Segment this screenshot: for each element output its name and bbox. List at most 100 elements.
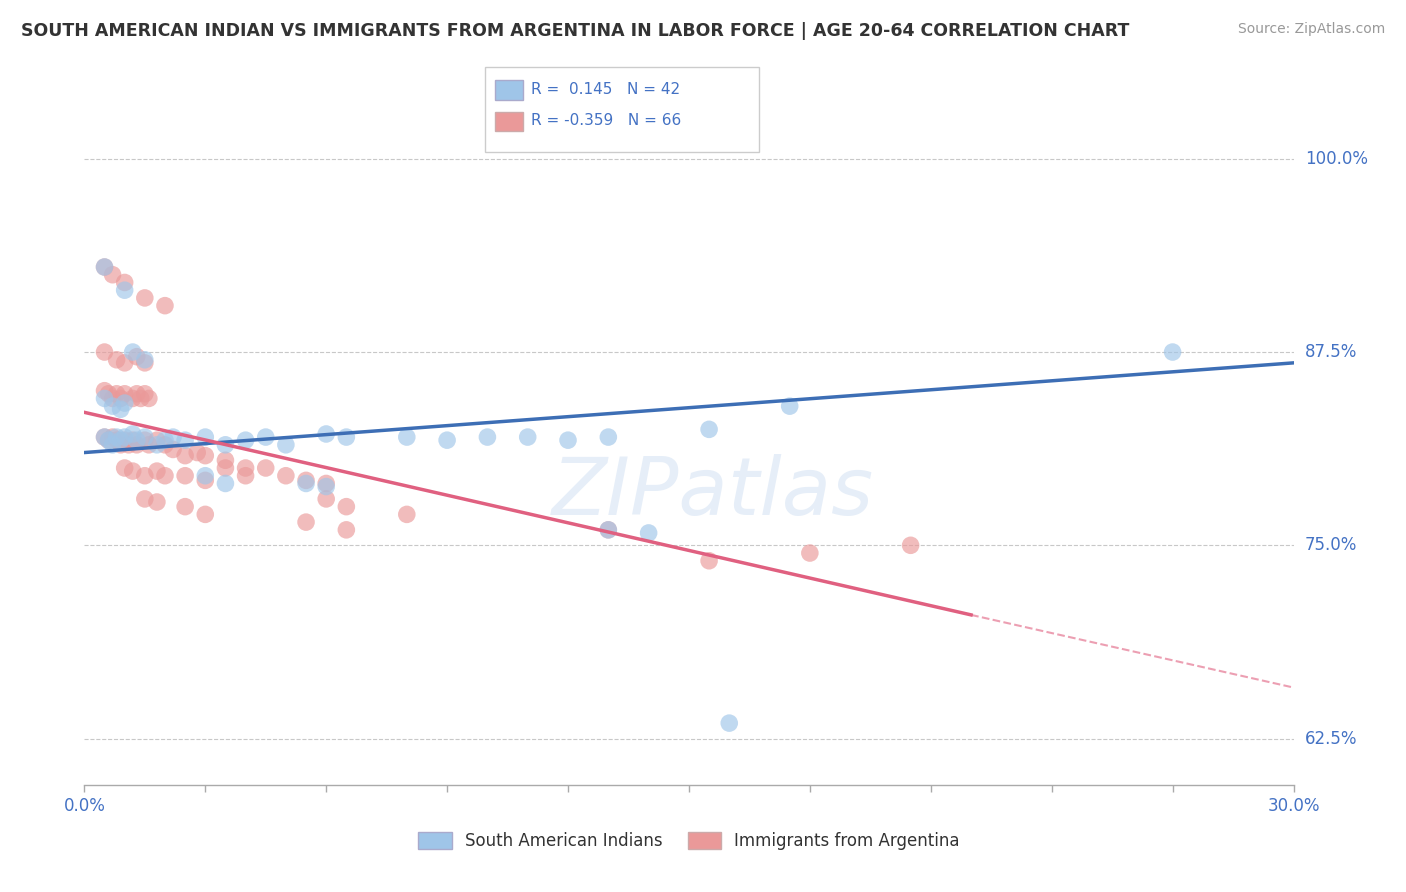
Point [335, 430, 357, 444]
Point [779, 399, 801, 413]
Point [97, 433, 120, 447]
Point [194, 474, 217, 488]
Point [134, 430, 156, 444]
Point [97, 386, 120, 401]
Point [114, 283, 136, 297]
Text: SOUTH AMERICAN INDIAN VS IMMIGRANTS FROM ARGENTINA IN LABOR FORCE | AGE 20-64 CO: SOUTH AMERICAN INDIAN VS IMMIGRANTS FROM… [21, 22, 1129, 40]
Point [516, 430, 538, 444]
Point [162, 430, 184, 444]
Point [114, 386, 136, 401]
Point [697, 422, 720, 436]
Point [101, 268, 124, 282]
Point [637, 525, 659, 540]
Point [315, 491, 337, 506]
Point [114, 356, 136, 370]
Point [214, 438, 236, 452]
Point [93, 384, 115, 398]
Point [214, 461, 236, 475]
Point [295, 476, 318, 491]
Point [254, 430, 277, 444]
Point [274, 438, 297, 452]
Point [162, 442, 184, 457]
Point [335, 500, 357, 514]
Point [101, 392, 124, 406]
Point [114, 433, 136, 447]
Point [105, 433, 128, 447]
Point [295, 474, 318, 488]
Point [235, 468, 257, 483]
Point [114, 276, 136, 290]
Point [134, 491, 156, 506]
Point [93, 260, 115, 274]
Point [93, 345, 115, 359]
Point [93, 392, 115, 406]
Text: Source: ZipAtlas.com: Source: ZipAtlas.com [1237, 22, 1385, 37]
Text: 62.5%: 62.5% [1305, 730, 1357, 747]
Legend: South American Indians, Immigrants from Argentina: South American Indians, Immigrants from … [412, 825, 966, 856]
Point [174, 468, 197, 483]
Point [718, 716, 741, 731]
Point [134, 433, 156, 447]
Point [138, 392, 160, 406]
Point [134, 386, 156, 401]
Point [1161, 345, 1184, 359]
Point [395, 430, 418, 444]
Point [214, 453, 236, 467]
Point [598, 430, 620, 444]
Text: R = -0.359   N = 66: R = -0.359 N = 66 [531, 113, 682, 128]
Point [146, 438, 169, 452]
Point [174, 433, 197, 447]
Point [105, 386, 128, 401]
Point [110, 402, 132, 417]
Point [186, 445, 208, 459]
Point [315, 476, 337, 491]
Text: 75.0%: 75.0% [1305, 536, 1357, 554]
Point [235, 461, 257, 475]
Point [315, 479, 337, 493]
Point [146, 495, 169, 509]
Point [134, 356, 156, 370]
Point [134, 468, 156, 483]
Point [134, 291, 156, 305]
Point [93, 430, 115, 444]
Point [97, 433, 120, 447]
Point [93, 260, 115, 274]
Point [557, 433, 579, 447]
Text: 87.5%: 87.5% [1305, 343, 1357, 361]
Point [194, 449, 217, 463]
Point [598, 523, 620, 537]
Point [129, 392, 152, 406]
Point [93, 430, 115, 444]
Point [153, 299, 176, 313]
Point [174, 449, 197, 463]
Point [799, 546, 821, 560]
Point [295, 515, 318, 529]
Point [146, 464, 169, 478]
Point [118, 438, 141, 452]
Point [125, 438, 148, 452]
Point [274, 468, 297, 483]
Point [114, 461, 136, 475]
Point [174, 500, 197, 514]
Text: R =  0.145   N = 42: R = 0.145 N = 42 [531, 82, 681, 96]
Point [153, 468, 176, 483]
Point [121, 427, 143, 442]
Point [110, 392, 132, 406]
Point [125, 386, 148, 401]
Point [335, 523, 357, 537]
Point [101, 438, 124, 452]
Point [194, 508, 217, 522]
Point [125, 433, 148, 447]
Point [436, 433, 458, 447]
Point [153, 438, 176, 452]
Point [121, 433, 143, 447]
Point [214, 476, 236, 491]
Point [101, 430, 124, 444]
Point [105, 352, 128, 367]
Point [194, 430, 217, 444]
Point [121, 464, 143, 478]
Point [121, 392, 143, 406]
Point [114, 396, 136, 410]
Point [235, 433, 257, 447]
Point [125, 350, 148, 364]
